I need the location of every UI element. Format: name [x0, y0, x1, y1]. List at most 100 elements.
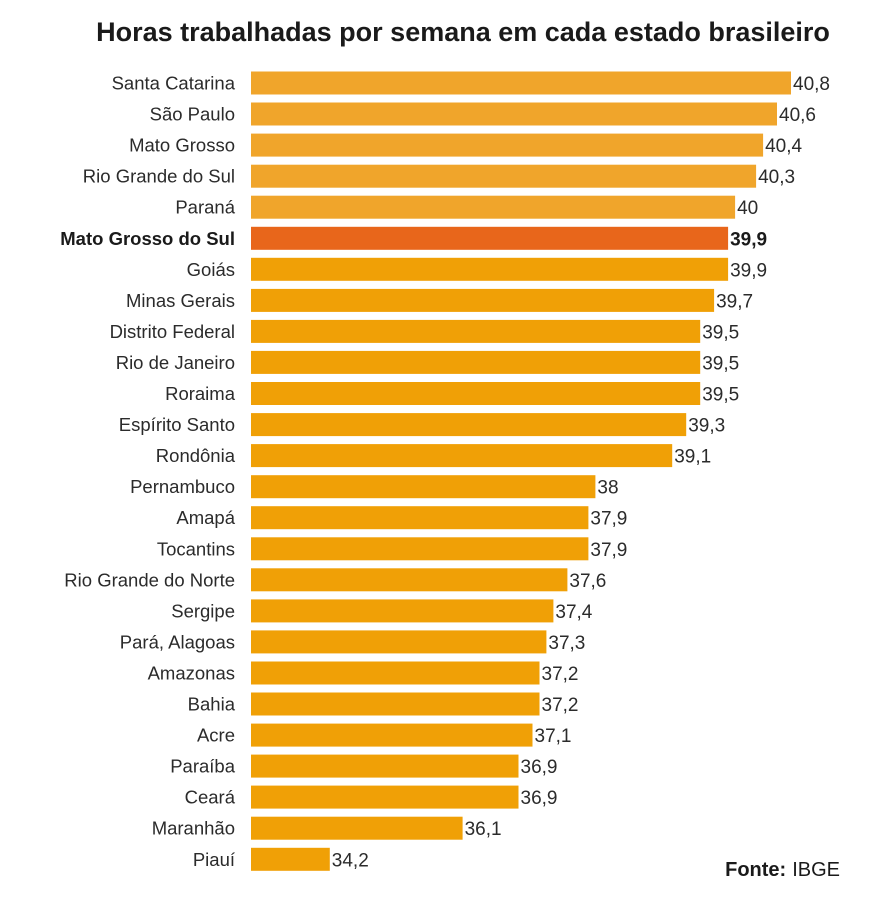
bar-parana: [251, 195, 741, 219]
bar-pernambuco: [251, 475, 601, 499]
category-label-piaui: Piauí: [193, 849, 236, 870]
bar-tocantins: [251, 537, 594, 561]
value-label-sergipe: 37,4: [555, 602, 592, 623]
value-label-amazonas: 37,2: [542, 664, 579, 685]
value-label-bg-pernambuco: [595, 474, 623, 499]
bar-espirito-santo: [251, 413, 692, 437]
value-label-amapa: 37,9: [590, 509, 627, 530]
bar-minas-gerais: [251, 288, 720, 312]
bar-distrito-federal: [251, 319, 706, 343]
value-label-bg-rio-grande-do-sul: [756, 164, 806, 189]
value-label-bg-rondonia: [672, 443, 722, 468]
source-note: Fonte: IBGE: [725, 859, 840, 881]
category-label-mato-grosso-do-sul: Mato Grosso do Sul: [60, 228, 235, 249]
value-label-bg-acre: [532, 723, 582, 748]
bar-santa-catarina: [251, 71, 796, 95]
value-label-rondonia: 39,1: [674, 447, 711, 468]
value-label-bg-distrito-federal: [700, 319, 750, 344]
bar-sao-paulo: [251, 102, 782, 126]
value-label-tocantins: 37,9: [590, 540, 627, 561]
bar-ceara: [251, 785, 524, 809]
value-label-bg-goias: [728, 257, 778, 282]
bar-amazonas: [251, 661, 545, 685]
bar-mato-grosso-do-sul: [251, 226, 734, 250]
source-text: IBGE: [792, 859, 840, 881]
value-label-bahia: 37,2: [542, 695, 579, 716]
value-label-roraima: 39,5: [702, 385, 739, 406]
value-label-maranhao: 36,1: [465, 819, 502, 840]
bar-goias: [251, 257, 734, 281]
category-label-acre: Acre: [197, 725, 235, 746]
category-label-para-alagoas: Pará, Alagoas: [120, 631, 235, 652]
value-label-sao-paulo: 40,6: [779, 105, 816, 126]
category-label-maranhao: Maranhão: [152, 818, 235, 839]
value-label-bg-parana: [735, 195, 763, 220]
chart-title: Horas trabalhadas por semana em cada est…: [96, 17, 830, 47]
value-label-ceara: 36,9: [521, 788, 558, 809]
category-label-rio-de-janeiro: Rio de Janeiro: [116, 352, 235, 373]
category-label-espirito-santo: Espírito Santo: [119, 414, 235, 435]
value-label-rio-de-janeiro: 39,5: [702, 353, 739, 374]
value-label-santa-catarina: 40,8: [793, 74, 830, 95]
category-label-sao-paulo: São Paulo: [150, 104, 235, 125]
value-label-bg-amapa: [588, 505, 638, 530]
value-label-rio-grande-do-sul: 40,3: [758, 167, 795, 188]
category-label-goias: Goiás: [187, 259, 235, 280]
value-label-distrito-federal: 39,5: [702, 322, 739, 343]
value-label-bg-rio-de-janeiro: [700, 350, 750, 375]
labels-group: Santa Catarina 40,8 São Paulo 40,6 Mato Gros…: [60, 71, 841, 872]
bar-mato-grosso: [251, 133, 769, 157]
value-label-bg-espirito-santo: [686, 412, 736, 437]
value-label-bg-tocantins: [588, 536, 638, 561]
value-label-parana: 40: [737, 198, 758, 219]
category-label-bahia: Bahia: [188, 694, 236, 715]
bar-rio-grande-do-sul: [251, 164, 762, 188]
category-label-sergipe: Sergipe: [171, 600, 235, 621]
value-label-pernambuco: 38: [597, 478, 618, 499]
category-label-parana: Paraná: [175, 197, 235, 218]
value-label-bg-ceara: [518, 785, 568, 810]
value-label-paraiba: 36,9: [521, 757, 558, 778]
category-label-rio-grande-do-norte: Rio Grande do Norte: [64, 569, 235, 590]
value-label-mato-grosso: 40,4: [765, 136, 802, 157]
category-label-santa-catarina: Santa Catarina: [112, 73, 236, 94]
category-label-amapa: Amapá: [176, 507, 235, 528]
value-label-bg-mato-grosso: [763, 133, 813, 158]
value-label-bg-sergipe: [553, 598, 603, 623]
value-label-bg-rio-grande-do-norte: [567, 567, 617, 592]
value-label-piaui: 34,2: [332, 850, 369, 871]
value-label-bg-santa-catarina: [791, 71, 841, 95]
bar-para-alagoas: [251, 630, 552, 654]
bar-maranhao: [251, 816, 468, 840]
value-label-bg-amazonas: [539, 661, 589, 685]
value-label-mato-grosso-do-sul: 39,9: [730, 229, 767, 250]
value-label-bg-sao-paulo: [777, 102, 827, 126]
bar-rondonia: [251, 444, 678, 468]
bars-group: [251, 71, 796, 871]
value-label-acre: 37,1: [535, 726, 572, 747]
value-label-para-alagoas: 37,3: [548, 633, 585, 654]
value-label-bg-roraima: [700, 381, 750, 406]
source-label: Fonte:: [725, 859, 786, 881]
value-label-rio-grande-do-norte: 37,6: [569, 571, 606, 592]
category-label-paraiba: Paraíba: [170, 756, 236, 777]
category-label-mato-grosso: Mato Grosso: [129, 135, 235, 156]
category-label-rio-grande-do-sul: Rio Grande do Sul: [83, 166, 235, 187]
value-label-minas-gerais: 39,7: [716, 291, 753, 312]
category-label-rondonia: Rondônia: [156, 445, 236, 466]
value-label-bg-bahia: [539, 692, 589, 716]
value-label-espirito-santo: 39,3: [688, 416, 725, 437]
value-label-bg-paraiba: [518, 754, 568, 779]
category-label-distrito-federal: Distrito Federal: [110, 321, 235, 342]
value-label-bg-minas-gerais: [714, 288, 764, 313]
category-label-tocantins: Tocantins: [157, 538, 235, 559]
category-label-minas-gerais: Minas Gerais: [126, 290, 235, 311]
bar-roraima: [251, 382, 706, 405]
category-label-ceara: Ceará: [185, 787, 236, 808]
bar-acre: [251, 723, 538, 747]
bar-amapa: [251, 506, 594, 530]
value-label-bg-piaui: [329, 847, 379, 872]
category-label-amazonas: Amazonas: [148, 663, 235, 684]
